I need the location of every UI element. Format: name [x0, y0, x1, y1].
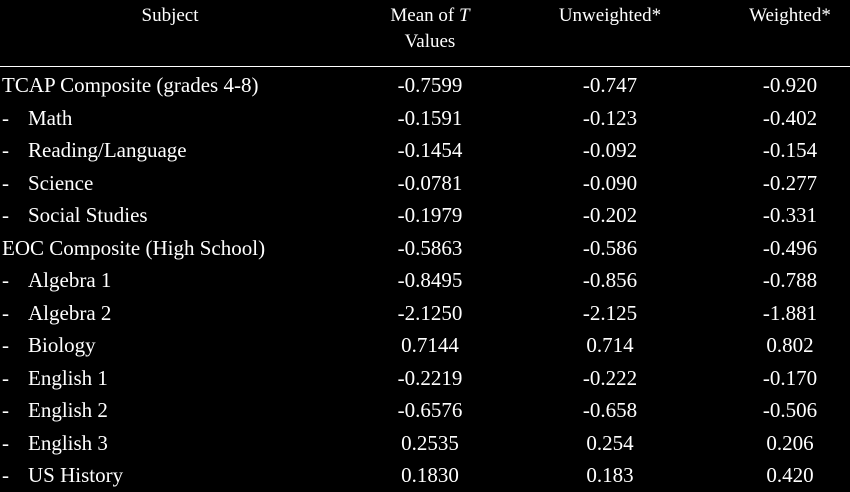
- subject-label: Biology: [28, 333, 96, 357]
- subject-cell: - English 2: [2, 394, 108, 427]
- header-mean-line2: Values: [404, 31, 456, 52]
- subject-cell: - Science: [2, 167, 93, 200]
- subject-cell: - Biology: [2, 329, 96, 362]
- unweighted-cell: -0.123: [582, 105, 638, 130]
- table-row: - Algebra 1 -0.8495 -0.856 -0.788: [0, 264, 850, 297]
- subitem-dash: -: [2, 170, 9, 195]
- header-mean-t-symbol: T: [459, 5, 470, 26]
- mean-cell: -0.2219: [397, 365, 463, 390]
- subject-label: Reading/Language: [28, 138, 187, 162]
- unweighted-cell: -0.092: [582, 138, 638, 162]
- unweighted-cell: -0.747: [582, 73, 638, 97]
- weighted-cell: -0.496: [762, 235, 818, 260]
- weighted-cell: -0.277: [762, 170, 818, 195]
- subitem-dash: -: [2, 105, 9, 130]
- subject-label: Math: [28, 105, 73, 130]
- table-row: - Biology 0.7144 0.714 0.802: [0, 329, 850, 362]
- weighted-cell: 0.420: [766, 463, 814, 487]
- subitem-dash: -: [2, 365, 9, 390]
- weighted-cell: -0.506: [762, 398, 818, 422]
- subject-label: English 1: [28, 365, 108, 390]
- subject-label: Algebra 2: [28, 300, 112, 325]
- header-subject: Subject: [141, 5, 199, 26]
- subject-cell: EOC Composite (High School): [2, 232, 265, 265]
- weighted-cell: -0.788: [762, 268, 818, 292]
- unweighted-cell: -0.658: [582, 398, 638, 422]
- subject-cell: - Algebra 2: [2, 297, 111, 330]
- mean-cell: -0.7599: [397, 73, 463, 97]
- unweighted-cell: -0.586: [582, 235, 638, 260]
- table-row: - US History 0.1830 0.183 0.420: [0, 459, 850, 492]
- mean-cell: -0.0781: [397, 170, 463, 195]
- mean-cell: 0.7144: [401, 333, 459, 357]
- table-row: - Math -0.1591 -0.123 -0.402: [0, 102, 850, 135]
- table-row: - Science -0.0781 -0.090 -0.277: [0, 167, 850, 200]
- unweighted-cell: -0.222: [582, 365, 638, 390]
- header-mean-line1: Mean of: [390, 5, 455, 26]
- mean-cell: -0.6576: [397, 398, 463, 422]
- weighted-cell: -0.331: [762, 203, 818, 227]
- subject-cell: - Algebra 1: [2, 264, 111, 297]
- table-row: TCAP Composite (grades 4-8) -0.7599 -0.747…: [0, 69, 850, 102]
- header-weighted: Weighted*: [749, 5, 831, 26]
- weighted-cell: -0.920: [762, 73, 818, 97]
- table-body: TCAP Composite (grades 4-8) -0.7599 -0.747…: [0, 69, 850, 492]
- unweighted-cell: 0.254: [586, 430, 634, 455]
- header-mean-of-t-values: Mean of T Values: [360, 3, 500, 55]
- subject-label: TCAP Composite (grades 4-8): [2, 73, 259, 97]
- header-unweighted: Unweighted*: [558, 5, 662, 26]
- subject-label: EOC Composite (High School): [2, 235, 266, 260]
- subject-label: English 2: [28, 398, 108, 422]
- subitem-dash: -: [2, 430, 9, 455]
- unweighted-cell: 0.714: [586, 333, 634, 357]
- subitem-dash: -: [2, 398, 9, 422]
- subject-cell: - Social Studies: [2, 199, 148, 232]
- mean-cell: 0.1830: [401, 463, 459, 487]
- subitem-dash: -: [2, 463, 9, 487]
- subject-label: English 3: [28, 430, 108, 455]
- table-row: - English 2 -0.6576 -0.658 -0.506: [0, 394, 850, 427]
- header-rule: [0, 66, 850, 67]
- weighted-cell: -0.170: [762, 365, 818, 390]
- table-row: - English 1 -0.2219 -0.222 -0.170: [0, 362, 850, 395]
- subject-cell: - Math: [2, 102, 72, 135]
- unweighted-cell: 0.183: [586, 463, 634, 487]
- subject-label: US History: [28, 463, 124, 487]
- subject-cell: - English 3: [2, 427, 108, 460]
- mean-cell: -0.1454: [397, 138, 463, 162]
- subitem-dash: -: [2, 268, 9, 292]
- subject-label: Social Studies: [28, 203, 148, 227]
- table-row: EOC Composite (High School) -0.5863 -0.586…: [0, 232, 850, 265]
- table-row: - Social Studies -0.1979 -0.202 -0.331: [0, 199, 850, 232]
- subject-label: Science: [28, 170, 94, 195]
- unweighted-cell: -0.202: [582, 203, 638, 227]
- weighted-cell: -0.154: [762, 138, 818, 162]
- mean-cell: -0.8495: [397, 268, 463, 292]
- table-row: - English 3 0.2535 0.254 0.206: [0, 427, 850, 460]
- subject-cell: - English 1: [2, 362, 108, 395]
- table-row: - Algebra 2 -2.1250 -2.125 -1.881: [0, 297, 850, 330]
- weighted-cell: -0.402: [762, 105, 818, 130]
- subitem-dash: -: [2, 138, 9, 162]
- mean-cell: -0.1591: [397, 105, 463, 130]
- unweighted-cell: -2.125: [582, 300, 638, 325]
- table-row: - Reading/Language -0.1454 -0.092 -0.154: [0, 134, 850, 167]
- table-header: Subject Mean of T Values Unweighted* Wei…: [0, 0, 850, 66]
- subject-cell: - Reading/Language: [2, 134, 187, 167]
- subitem-dash: -: [2, 333, 9, 357]
- mean-cell: -2.1250: [397, 300, 463, 325]
- mean-cell: -0.5863: [397, 235, 463, 260]
- unweighted-cell: -0.856: [582, 268, 638, 292]
- subject-label: Algebra 1: [28, 268, 112, 292]
- mean-cell: -0.1979: [397, 203, 463, 227]
- unweighted-cell: -0.090: [582, 170, 638, 195]
- weighted-cell: -1.881: [762, 300, 818, 325]
- weighted-cell: 0.206: [766, 430, 814, 455]
- subitem-dash: -: [2, 300, 9, 325]
- weighted-cell: 0.802: [766, 333, 814, 357]
- subject-cell: TCAP Composite (grades 4-8): [2, 69, 258, 102]
- subitem-dash: -: [2, 203, 9, 227]
- mean-cell: 0.2535: [401, 430, 459, 455]
- subject-cell: - US History: [2, 459, 123, 492]
